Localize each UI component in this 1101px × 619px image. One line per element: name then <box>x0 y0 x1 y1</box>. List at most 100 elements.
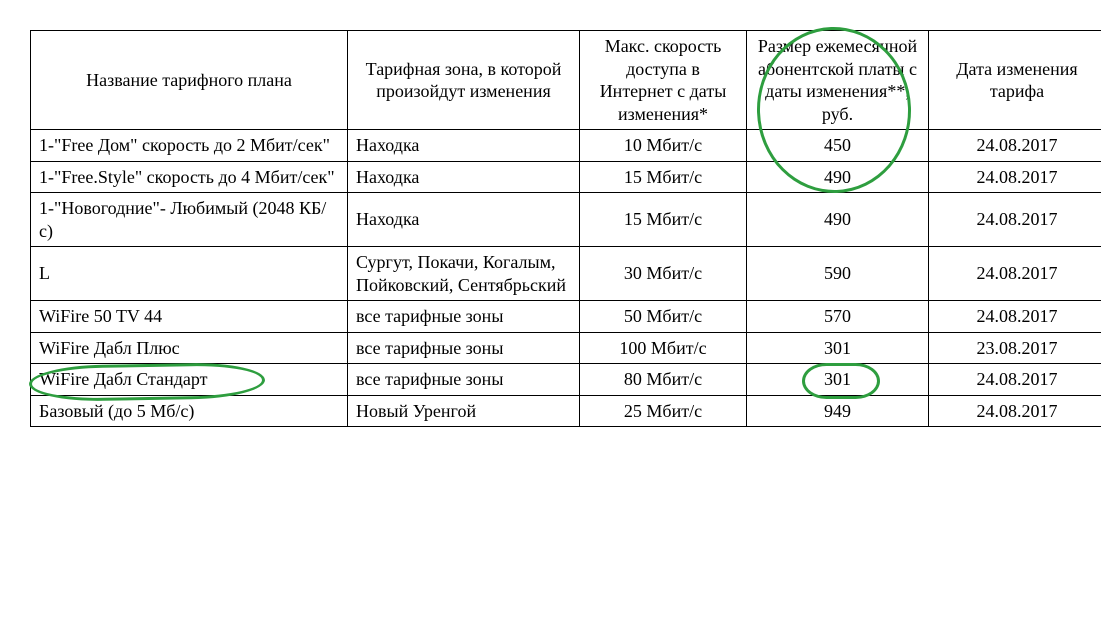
col-header-name: Название тарифного плана <box>31 31 348 130</box>
cell-text: 1-"Free.Style" скорость до 4 Мбит/сек" <box>39 167 335 187</box>
table-cell: 24.08.2017 <box>929 130 1101 162</box>
cell-text: 23.08.2017 <box>977 338 1058 358</box>
cell-text: 490 <box>824 167 851 187</box>
cell-text: 24.08.2017 <box>977 369 1058 389</box>
table-cell: все тарифные зоны <box>348 301 580 333</box>
table-row: L Сургут, Покачи, Когалым, Пойковский, Се… <box>31 247 1101 301</box>
cell-text: 30 Мбит/с <box>624 263 702 283</box>
table-cell: все тарифные зоны <box>348 332 580 364</box>
table-row: WiFire Дабл Плюс все тарифные зоны 100 Мби… <box>31 332 1101 364</box>
cell-text: Базовый (до 5 Мб/с) <box>39 401 194 421</box>
table-row: Базовый (до 5 Мб/с) Новый Уренгой 25 Мбит/… <box>31 395 1101 427</box>
cell-text: 80 Мбит/с <box>624 369 702 389</box>
table-cell: 490 <box>747 161 929 193</box>
cell-text: 24.08.2017 <box>977 135 1058 155</box>
cell-text: все тарифные зоны <box>356 338 503 358</box>
col-header-zone: Тарифная зона, в которой произойдут изме… <box>348 31 580 130</box>
table-cell: Находка <box>348 161 580 193</box>
table-cell: 24.08.2017 <box>929 301 1101 333</box>
cell-text: L <box>39 263 50 283</box>
table-cell: 50 Мбит/с <box>580 301 747 333</box>
table-cell: 570 <box>747 301 929 333</box>
tariff-table: Название тарифного плана Тарифная зона, … <box>30 30 1101 427</box>
table-cell: все тарифные зоны <box>348 364 580 396</box>
cell-text: Находка <box>356 167 419 187</box>
table-cell: 24.08.2017 <box>929 161 1101 193</box>
cell-text: 949 <box>824 401 851 421</box>
cell-text: 490 <box>824 209 851 229</box>
cell-text: Новый Уренгой <box>356 401 476 421</box>
table-cell: L <box>31 247 348 301</box>
cell-text: 24.08.2017 <box>977 263 1058 283</box>
table-cell: 10 Мбит/с <box>580 130 747 162</box>
table-row: WiFire 50 TV 44 все тарифные зоны 50 Мбит/… <box>31 301 1101 333</box>
table-row: WiFire Дабл Стандарт все тарифные зоны 80 … <box>31 364 1101 396</box>
table-cell: 490 <box>747 193 929 247</box>
cell-text: 50 Мбит/с <box>624 306 702 326</box>
table-cell: 80 Мбит/с <box>580 364 747 396</box>
table-cell: 25 Мбит/с <box>580 395 747 427</box>
table-cell: 30 Мбит/с <box>580 247 747 301</box>
table-cell: 1-"Новогодние"- Любимый (2048 КБ/с) <box>31 193 348 247</box>
cell-text: 24.08.2017 <box>977 401 1058 421</box>
table-row: 1-"Новогодние"- Любимый (2048 КБ/с) Наход… <box>31 193 1101 247</box>
cell-text: Находка <box>356 209 419 229</box>
col-header-name-text: Название тарифного плана <box>39 69 339 92</box>
cell-text: 1-"Новогодние"- Любимый (2048 КБ/с) <box>39 198 326 241</box>
table-row: 1-"Free.Style" скорость до 4 Мбит/сек" На… <box>31 161 1101 193</box>
col-header-fee: Размер ежемесячной абонентской платы с д… <box>747 31 929 130</box>
table-cell: 15 Мбит/с <box>580 161 747 193</box>
cell-text: 1-"Free Дом" скорость до 2 Мбит/сек" <box>39 135 330 155</box>
table-cell: 590 <box>747 247 929 301</box>
table-cell: 100 Мбит/с <box>580 332 747 364</box>
cell-text: 25 Мбит/с <box>624 401 702 421</box>
cell-text: WiFire 50 TV 44 <box>39 306 162 326</box>
table-cell: Новый Уренгой <box>348 395 580 427</box>
col-header-date-text: Дата изменения тарифа <box>937 58 1097 103</box>
table-cell: Находка <box>348 130 580 162</box>
cell-text: 570 <box>824 306 851 326</box>
table-body: 1-"Free Дом" скорость до 2 Мбит/сек" Нахо… <box>31 130 1101 427</box>
table-cell: Находка <box>348 193 580 247</box>
table-cell: 301 <box>747 364 929 396</box>
table-cell: 23.08.2017 <box>929 332 1101 364</box>
cell-text: Сургут, Покачи, Когалым, Пойковский, Сен… <box>356 252 566 295</box>
cell-text: WiFire Дабл Плюс <box>39 338 180 358</box>
col-header-fee-text: Размер ежемесячной абонентской платы с д… <box>758 36 917 124</box>
cell-text: 450 <box>824 135 851 155</box>
table-cell: Сургут, Покачи, Когалым, Пойковский, Сен… <box>348 247 580 301</box>
table-cell: 1-"Free.Style" скорость до 4 Мбит/сек" <box>31 161 348 193</box>
cell-text: 100 Мбит/с <box>619 338 706 358</box>
col-header-date: Дата изменения тарифа <box>929 31 1101 130</box>
cell-text: 24.08.2017 <box>977 209 1058 229</box>
table-cell: 450 <box>747 130 929 162</box>
table-cell: 24.08.2017 <box>929 247 1101 301</box>
table-cell: WiFire Дабл Плюс <box>31 332 348 364</box>
cell-text: 15 Мбит/с <box>624 167 702 187</box>
cell-text: все тарифные зоны <box>356 369 503 389</box>
cell-text: 24.08.2017 <box>977 167 1058 187</box>
table-cell: 24.08.2017 <box>929 364 1101 396</box>
cell-text: 15 Мбит/с <box>624 209 702 229</box>
cell-text: 10 Мбит/с <box>624 135 702 155</box>
table-header-row: Название тарифного плана Тарифная зона, … <box>31 31 1101 130</box>
table-cell: Базовый (до 5 Мб/с) <box>31 395 348 427</box>
table-cell: 1-"Free Дом" скорость до 2 Мбит/сек" <box>31 130 348 162</box>
col-header-speed-text: Макс. скорость доступа в Интернет с даты… <box>588 35 738 125</box>
cell-text: 24.08.2017 <box>977 306 1058 326</box>
table-cell: 24.08.2017 <box>929 193 1101 247</box>
table-cell: 301 <box>747 332 929 364</box>
col-header-zone-text: Тарифная зона, в которой произойдут изме… <box>356 58 571 103</box>
cell-text: 301 <box>824 369 851 389</box>
table-cell: 949 <box>747 395 929 427</box>
cell-text: Находка <box>356 135 419 155</box>
table-row: 1-"Free Дом" скорость до 2 Мбит/сек" Нахо… <box>31 130 1101 162</box>
col-header-speed: Макс. скорость доступа в Интернет с даты… <box>580 31 747 130</box>
table-cell: 24.08.2017 <box>929 395 1101 427</box>
cell-text: 590 <box>824 263 851 283</box>
cell-text: 301 <box>824 338 851 358</box>
table-cell: 15 Мбит/с <box>580 193 747 247</box>
cell-text: все тарифные зоны <box>356 306 503 326</box>
cell-text: WiFire Дабл Стандарт <box>39 369 207 389</box>
table-cell: WiFire 50 TV 44 <box>31 301 348 333</box>
